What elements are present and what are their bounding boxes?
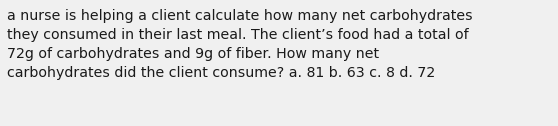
Text: a nurse is helping a client calculate how many net carbohydrates
they consumed i: a nurse is helping a client calculate ho… xyxy=(7,9,472,80)
